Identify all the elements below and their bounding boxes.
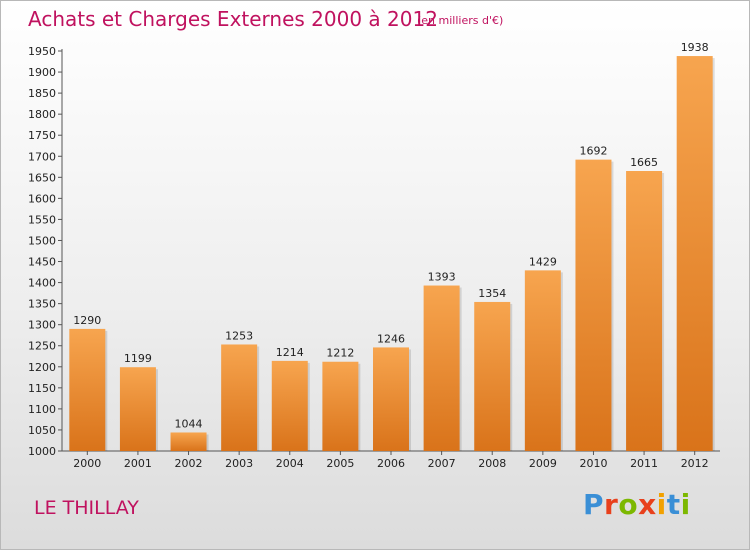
y-tick-label: 1150 <box>28 382 56 395</box>
y-tick-label: 1500 <box>28 234 56 247</box>
x-tick-label: 2006 <box>377 457 405 470</box>
data-label: 1044 <box>175 417 203 430</box>
y-tick-label: 1300 <box>28 319 56 332</box>
y-tick-label: 1900 <box>28 66 56 79</box>
data-label: 1214 <box>276 346 304 359</box>
x-tick-label: 2002 <box>175 457 203 470</box>
chart-title: Achats et Charges Externes 2000 à 2012 <box>28 7 438 31</box>
x-tick-label: 2007 <box>428 457 456 470</box>
logo-letter: x <box>638 488 657 521</box>
x-tick-label: 2008 <box>478 457 506 470</box>
bar-2003 <box>221 344 258 451</box>
data-label: 1938 <box>681 41 709 54</box>
data-label: 1354 <box>478 287 506 300</box>
data-label: 1199 <box>124 352 152 365</box>
data-label: 1246 <box>377 332 405 345</box>
y-tick-label: 1350 <box>28 298 56 311</box>
x-tick-label: 2011 <box>630 457 658 470</box>
logo-letter: t <box>666 488 681 521</box>
logo-letter: i <box>656 488 667 521</box>
data-label: 1429 <box>529 255 557 268</box>
x-tick-label: 2003 <box>225 457 253 470</box>
bar-2010 <box>575 159 612 451</box>
logo-letter: i <box>680 488 691 521</box>
y-tick-label: 1200 <box>28 361 56 374</box>
logo-letter: o <box>618 488 639 521</box>
bar-2005 <box>322 361 359 451</box>
data-label: 1290 <box>73 314 101 327</box>
proxiti-logo: Proxiti <box>583 488 691 521</box>
x-tick-label: 2000 <box>73 457 101 470</box>
logo-letter: P <box>583 488 605 521</box>
bar-2006 <box>373 347 409 451</box>
bar-2009 <box>524 270 561 451</box>
x-tick-label: 2012 <box>681 457 709 470</box>
x-tick-label: 2004 <box>276 457 304 470</box>
logo-letter: r <box>604 488 619 521</box>
x-tick-label: 2001 <box>124 457 152 470</box>
y-tick-label: 1250 <box>28 340 56 353</box>
y-tick-label: 1950 <box>28 45 56 58</box>
data-label: 1212 <box>326 347 354 360</box>
bar-2008 <box>474 301 511 451</box>
bar-2000 <box>69 328 106 451</box>
data-label: 1665 <box>630 156 658 169</box>
y-tick-label: 1850 <box>28 87 56 100</box>
y-tick-label: 1400 <box>28 277 56 290</box>
data-label: 1393 <box>428 271 456 284</box>
data-label: 1253 <box>225 329 253 342</box>
y-tick-label: 1650 <box>28 171 56 184</box>
y-tick-label: 1050 <box>28 424 56 437</box>
x-tick-label: 2005 <box>326 457 354 470</box>
bar-2012 <box>676 56 713 451</box>
bar-2011 <box>626 171 663 451</box>
y-tick-label: 1450 <box>28 256 56 269</box>
y-tick-label: 1800 <box>28 108 56 121</box>
bar-2001 <box>119 367 156 451</box>
place-name: LE THILLAY <box>34 497 139 519</box>
data-label: 1692 <box>579 145 607 158</box>
y-tick-label: 1700 <box>28 150 56 163</box>
bar-2004 <box>271 360 308 451</box>
y-tick-label: 1100 <box>28 403 56 416</box>
y-tick-label: 1750 <box>28 129 56 142</box>
y-tick-label: 1000 <box>28 445 56 458</box>
x-tick-label: 2009 <box>529 457 557 470</box>
bar-2002 <box>170 432 207 451</box>
chart-subtitle: (en milliers d'€) <box>417 14 504 27</box>
y-tick-label: 1600 <box>28 192 56 205</box>
x-tick-label: 2010 <box>579 457 607 470</box>
bar-2007 <box>423 285 460 451</box>
y-tick-label: 1550 <box>28 213 56 226</box>
